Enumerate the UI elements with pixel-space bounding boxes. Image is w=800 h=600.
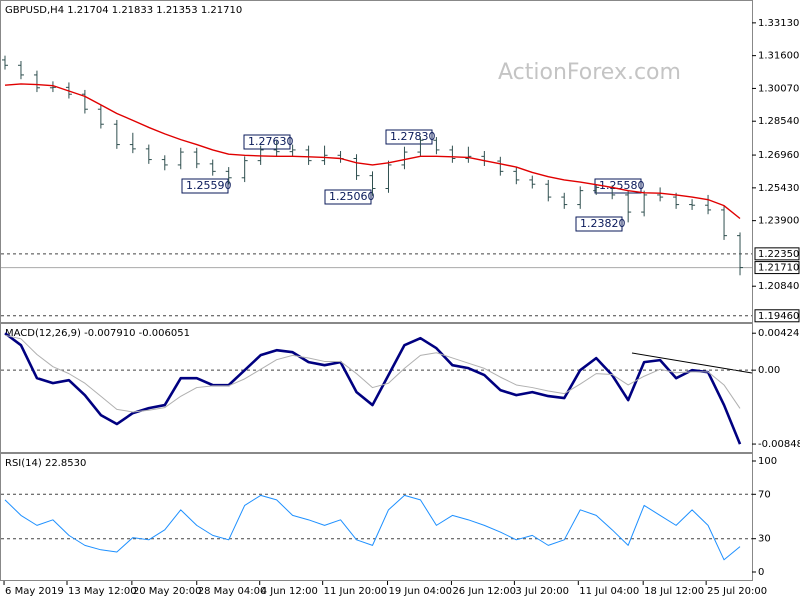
level-label: 1.19460 bbox=[758, 311, 799, 322]
level-label-box bbox=[754, 247, 800, 261]
rsi-title: RSI(14) 22.8530 bbox=[5, 458, 86, 469]
y-tick-label: 1.28540 bbox=[758, 116, 799, 127]
x-tick-label: 6 May 2019 bbox=[5, 586, 64, 597]
y-tick-label: 1.23900 bbox=[758, 216, 799, 227]
x-tick-label: 19 Jun 04:00 bbox=[389, 586, 453, 597]
y-tick-label: 30 bbox=[758, 534, 771, 545]
y-tick-label: 1.30070 bbox=[758, 83, 799, 94]
x-tick-label: 11 Jul 04:00 bbox=[579, 586, 639, 597]
x-tick-label: 11 Jun 20:00 bbox=[324, 586, 388, 597]
annotation-box bbox=[324, 189, 372, 205]
y-tick-label: 1.20840 bbox=[758, 281, 799, 292]
annotation: 1.27830 bbox=[390, 130, 436, 143]
level-label: 1.22350 bbox=[758, 249, 799, 260]
x-tick-label: 25 Jul 20:00 bbox=[707, 586, 767, 597]
x-tick-label: 13 May 12:00 bbox=[68, 586, 137, 597]
watermark: ActionForex.com bbox=[498, 60, 681, 85]
level-label: 1.21710 bbox=[758, 263, 799, 274]
annotation-box bbox=[181, 178, 229, 194]
level-label-box bbox=[754, 309, 800, 323]
y-tick-label: 0.00 bbox=[758, 365, 780, 376]
level-label-box bbox=[754, 261, 800, 275]
x-tick-label: 28 May 04:00 bbox=[198, 586, 267, 597]
annotation: 1.25580 bbox=[599, 179, 645, 192]
y-tick-label: 1.33130 bbox=[758, 18, 799, 29]
y-tick-label: 70 bbox=[758, 489, 771, 500]
x-tick-label: 3 Jul 20:00 bbox=[515, 586, 569, 597]
annotations: 1.27630 1.25590 1.25060 1.27830 1.25580 … bbox=[181, 129, 645, 232]
annotation-box bbox=[575, 216, 623, 232]
macd-panel bbox=[0, 323, 753, 453]
price-panel bbox=[0, 0, 753, 323]
annotation-box bbox=[243, 134, 291, 150]
annotation: 1.25060 bbox=[329, 190, 375, 203]
trend-line bbox=[631, 352, 753, 374]
y-tick-label: 100 bbox=[758, 456, 777, 467]
annotation: 1.25590 bbox=[186, 179, 232, 192]
x-tick-label: 26 Jun 12:00 bbox=[452, 586, 516, 597]
macd-title: MACD(12,26,9) -0.007910 -0.006051 bbox=[5, 328, 190, 339]
y-tick-label: 0.004242 bbox=[758, 328, 800, 339]
annotation: 1.27630 bbox=[248, 135, 294, 148]
series-line bbox=[4, 494, 741, 561]
y-tick-label: 0 bbox=[758, 567, 764, 578]
series-line bbox=[4, 334, 741, 413]
y-tick-label: 1.31600 bbox=[758, 51, 799, 62]
x-tick-label: 4 Jun 12:00 bbox=[261, 586, 318, 597]
x-tick-label: 18 Jul 12:00 bbox=[644, 586, 704, 597]
rsi-panel bbox=[0, 453, 753, 581]
price-title: GBPUSD,H4 1.21704 1.21833 1.21353 1.2171… bbox=[5, 5, 242, 16]
annotation: 1.23820 bbox=[580, 217, 626, 230]
y-tick-label: 1.25430 bbox=[758, 183, 799, 194]
y-tick-label: 1.26960 bbox=[758, 150, 799, 161]
x-tick-label: 20 May 20:00 bbox=[133, 586, 202, 597]
series-line bbox=[4, 332, 742, 445]
series-line bbox=[4, 83, 741, 220]
y-tick-label: -0.008488 bbox=[758, 439, 800, 450]
annotation-box bbox=[594, 178, 642, 194]
